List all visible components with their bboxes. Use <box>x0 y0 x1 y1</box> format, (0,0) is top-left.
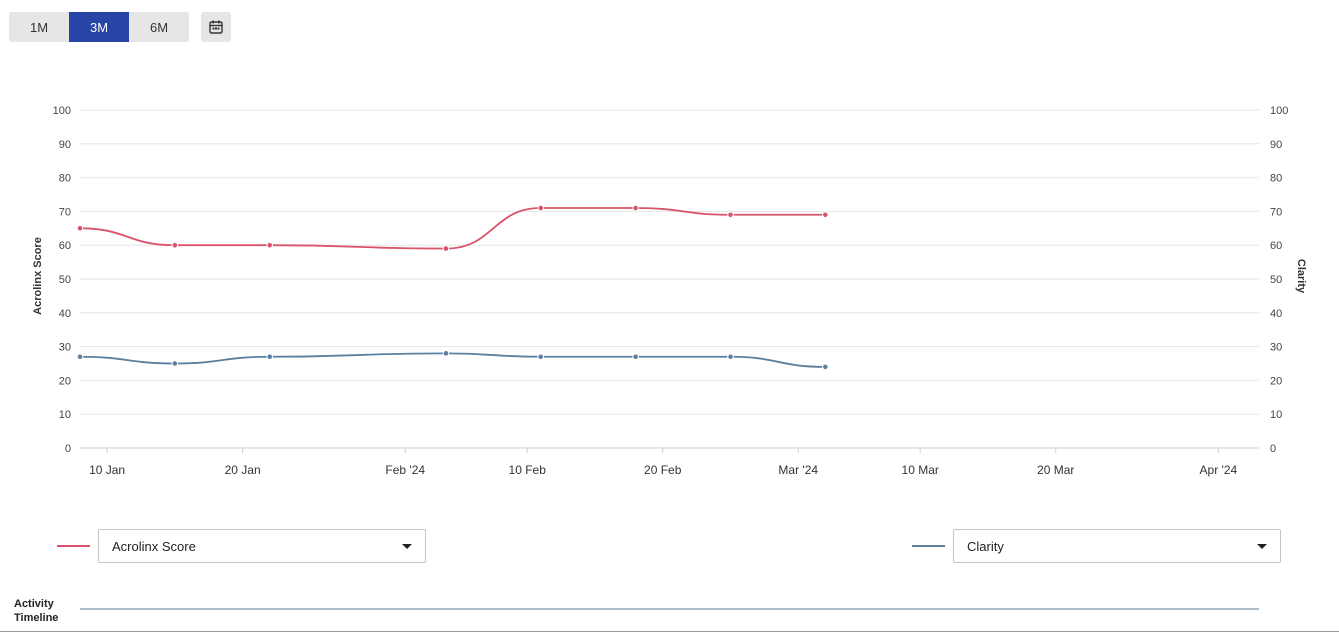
x-tick-label: Feb '24 <box>385 463 425 477</box>
range-6m-button[interactable]: 6M <box>129 12 189 42</box>
y-right-tick-label: 90 <box>1270 139 1282 151</box>
y-axis-right-title: Clarity <box>1295 259 1307 294</box>
y-right-tick-label: 50 <box>1270 274 1282 286</box>
series-line-clarity <box>79 352 826 368</box>
y-right-tick-label: 80 <box>1270 173 1282 185</box>
bottom-divider <box>0 631 1339 632</box>
data-point-acrolinx <box>632 204 639 212</box>
legend-line-acrolinx <box>57 545 90 547</box>
data-point-clarity <box>632 353 639 361</box>
y-right-tick-label: 100 <box>1270 105 1288 117</box>
y-axis-left-title: Acrolinx Score <box>32 237 44 315</box>
y-left-tick-label: 80 <box>59 173 71 185</box>
data-point-acrolinx <box>266 241 274 249</box>
y-left-tick-label: 10 <box>59 409 71 421</box>
x-tick-label: 10 Jan <box>89 463 125 477</box>
range-3m-button[interactable]: 3M <box>69 12 129 42</box>
activity-timeline-track[interactable] <box>80 608 1259 610</box>
data-point-clarity <box>822 363 829 371</box>
y-left-tick-label: 30 <box>59 342 71 354</box>
y-left-tick-label: 0 <box>65 443 71 455</box>
calendar-icon <box>209 20 223 34</box>
calendar-button[interactable] <box>201 12 231 42</box>
legend-line-clarity <box>912 545 945 547</box>
data-point-acrolinx <box>442 245 450 252</box>
data-point-clarity <box>727 353 734 361</box>
data-point-acrolinx <box>727 211 734 219</box>
legend-clarity: Clarity <box>912 528 1281 564</box>
data-point-acrolinx <box>822 211 829 219</box>
chevron-down-icon <box>1257 543 1267 549</box>
activity-timeline-label: Activity Timeline <box>14 598 59 624</box>
data-point-clarity <box>266 353 274 361</box>
data-point-clarity <box>442 350 450 357</box>
left-metric-select[interactable]: Acrolinx Score <box>98 529 426 563</box>
y-right-tick-label: 20 <box>1270 375 1282 387</box>
chevron-down-icon <box>402 543 412 549</box>
right-metric-value: Clarity <box>967 538 1004 554</box>
data-point-clarity <box>537 353 545 361</box>
x-tick-label: Apr '24 <box>1200 463 1238 477</box>
data-point-acrolinx <box>76 225 84 232</box>
y-right-tick-label: 30 <box>1270 342 1282 354</box>
x-tick-label: Mar '24 <box>778 463 818 477</box>
date-range-toggle: 1M 3M 6M <box>9 12 189 42</box>
data-point-acrolinx <box>171 241 179 249</box>
data-point-acrolinx <box>537 204 545 212</box>
y-left-tick-label: 60 <box>59 240 71 252</box>
legend-acrolinx: Acrolinx Score <box>57 528 426 564</box>
y-left-tick-label: 40 <box>59 308 71 320</box>
y-right-tick-label: 60 <box>1270 240 1282 252</box>
series-line-acrolinx <box>79 207 826 250</box>
y-left-tick-label: 50 <box>59 274 71 286</box>
data-point-clarity <box>171 360 179 367</box>
y-right-tick-label: 10 <box>1270 409 1282 421</box>
right-metric-select[interactable]: Clarity <box>953 529 1281 563</box>
y-left-tick-label: 20 <box>59 375 71 387</box>
range-1m-button[interactable]: 1M <box>9 12 69 42</box>
y-right-tick-label: 40 <box>1270 308 1282 320</box>
y-right-tick-label: 0 <box>1270 443 1276 455</box>
y-left-tick-label: 70 <box>59 206 71 218</box>
x-tick-label: 20 Jan <box>225 463 261 477</box>
left-metric-value: Acrolinx Score <box>112 538 196 554</box>
x-tick-label: 10 Mar <box>902 463 939 477</box>
data-point-clarity <box>76 353 84 361</box>
line-chart: 0 10 20 30 40 50 60 70 80 90 100 0 10 20 30 40 50 60 70 80… <box>32 105 1307 477</box>
y-left-tick-label: 90 <box>59 139 71 151</box>
y-left-tick-label: 100 <box>53 105 71 117</box>
x-tick-label: 20 Mar <box>1037 463 1074 477</box>
y-right-tick-label: 70 <box>1270 206 1282 218</box>
x-tick-label: 20 Feb <box>644 463 682 477</box>
x-tick-label: 10 Feb <box>509 463 547 477</box>
